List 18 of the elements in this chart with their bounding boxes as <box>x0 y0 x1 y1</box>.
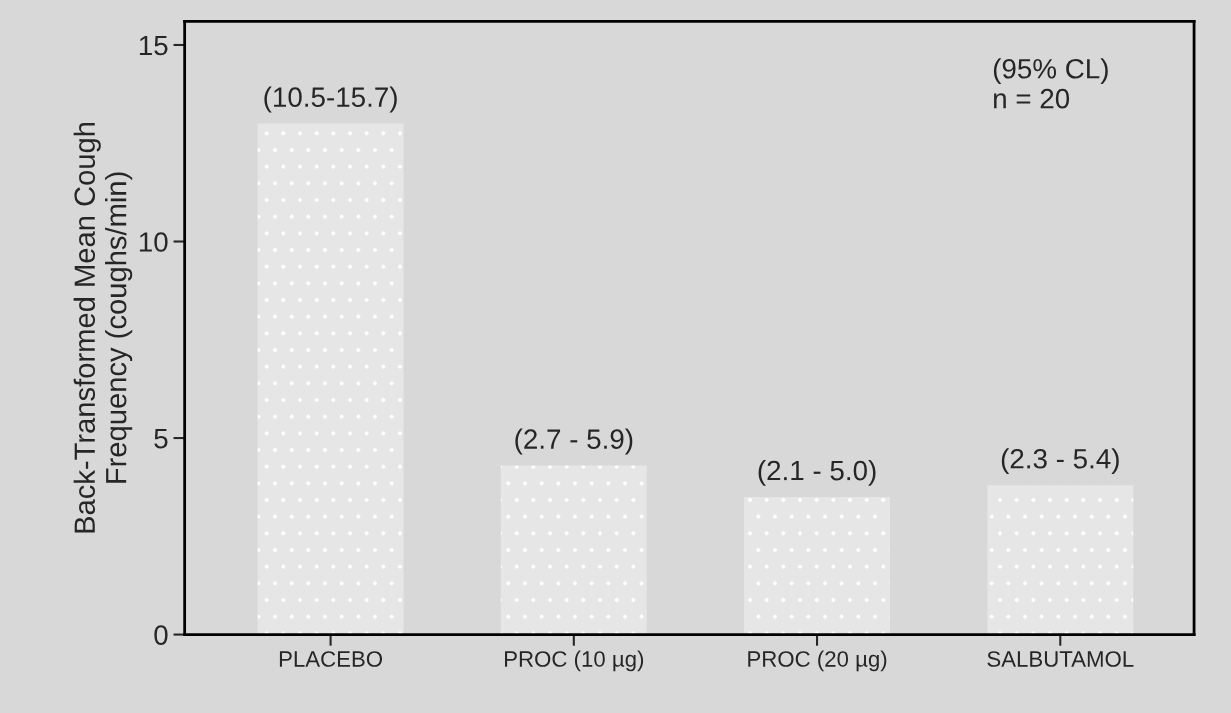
x-tick-label: PROC (10 µg) <box>505 650 644 672</box>
data-label: (2.7 - 5.9) <box>515 428 633 455</box>
y-tick-label: 15 <box>139 35 168 56</box>
bar <box>257 123 404 635</box>
y-tick-label: 10 <box>139 232 168 252</box>
annotation: (95% CL) n = 20 <box>993 58 1108 109</box>
x-tick-label: PROC (20 µg) <box>748 650 887 672</box>
y-tick-label: 0 <box>154 625 168 645</box>
bar <box>744 497 891 635</box>
y-tick-label: 5 <box>154 428 168 449</box>
data-label: (10.5-15.7) <box>264 86 397 113</box>
data-label: (2.1 - 5.0) <box>758 459 876 486</box>
y-axis-title: Back-Transformed Mean Cough Frequency (coughs/min) <box>73 122 133 533</box>
x-tick-label: PLACEBO <box>279 651 383 667</box>
data-label: (2.3 - 5.4) <box>1001 448 1119 475</box>
bar <box>500 465 647 635</box>
x-tick-label: SALBUTAMOL <box>987 651 1134 667</box>
bar <box>987 485 1134 635</box>
